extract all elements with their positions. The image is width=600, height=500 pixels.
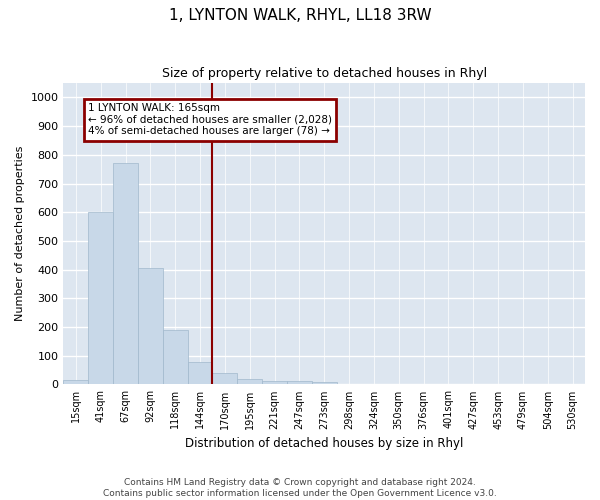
Bar xyxy=(212,373,237,384)
Bar xyxy=(237,380,262,384)
Text: 1, LYNTON WALK, RHYL, LL18 3RW: 1, LYNTON WALK, RHYL, LL18 3RW xyxy=(169,8,431,22)
Text: Contains HM Land Registry data © Crown copyright and database right 2024.
Contai: Contains HM Land Registry data © Crown c… xyxy=(103,478,497,498)
Bar xyxy=(188,362,212,384)
Bar xyxy=(312,382,337,384)
Bar xyxy=(113,164,138,384)
Title: Size of property relative to detached houses in Rhyl: Size of property relative to detached ho… xyxy=(161,68,487,80)
Bar xyxy=(262,380,287,384)
Text: 1 LYNTON WALK: 165sqm
← 96% of detached houses are smaller (2,028)
4% of semi-de: 1 LYNTON WALK: 165sqm ← 96% of detached … xyxy=(88,103,332,136)
Bar xyxy=(88,212,113,384)
Bar xyxy=(287,380,312,384)
Y-axis label: Number of detached properties: Number of detached properties xyxy=(15,146,25,322)
Bar xyxy=(163,330,188,384)
X-axis label: Distribution of detached houses by size in Rhyl: Distribution of detached houses by size … xyxy=(185,437,463,450)
Bar xyxy=(138,268,163,384)
Bar xyxy=(64,380,88,384)
